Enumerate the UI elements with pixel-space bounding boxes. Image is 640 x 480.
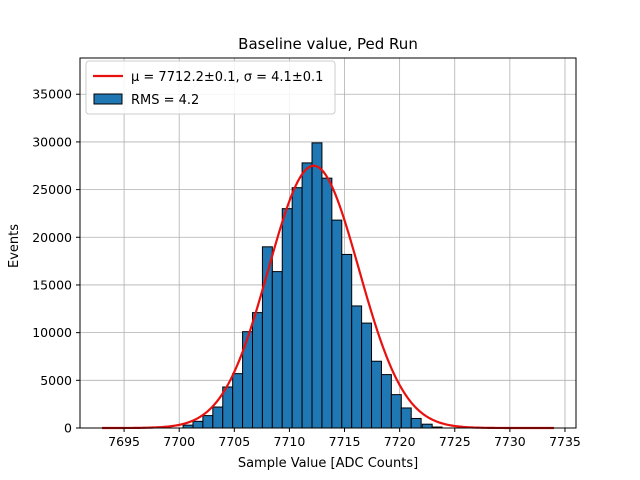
legend-box — [85, 60, 336, 115]
y-tick-label: 10000 — [32, 325, 72, 340]
histogram-bar — [301, 162, 313, 429]
histogram-bar — [222, 386, 234, 429]
histogram-bar — [281, 208, 293, 429]
x-axis-ticks: 7695 7700 7705 7710 7715 7720 7725 7730 7735 — [108, 428, 581, 449]
x-tick-label: 7730 — [494, 434, 526, 449]
y-tick-label: 0 — [64, 421, 72, 436]
histogram-bar — [390, 394, 402, 429]
x-tick-label: 7695 — [108, 434, 140, 449]
histogram-bar — [331, 219, 343, 429]
x-tick-label: 7735 — [549, 434, 581, 449]
y-tick-label: 25000 — [32, 182, 72, 197]
y-tick-label: 30000 — [32, 134, 72, 149]
histogram-bar — [291, 187, 303, 429]
y-tick-label: 35000 — [32, 87, 72, 102]
x-tick-label: 7720 — [384, 434, 416, 449]
chart-title: Baseline value, Ped Run — [238, 35, 418, 53]
histogram-bar — [212, 406, 224, 429]
histogram-bars — [182, 142, 443, 429]
x-axis-label: Sample Value [ADC Counts] — [238, 456, 418, 471]
histogram-bar — [311, 142, 323, 429]
y-axis-label: Events — [7, 224, 22, 268]
y-tick-label: 15000 — [32, 277, 72, 292]
y-tick-label: 5000 — [40, 373, 72, 388]
legend-histogram-swatch — [93, 93, 123, 105]
x-tick-label: 7705 — [218, 434, 250, 449]
histogram-bar — [421, 423, 433, 429]
histogram-bar — [410, 417, 422, 429]
legend-histogram-label: RMS = 4.2 — [131, 93, 199, 108]
histogram-bar — [251, 312, 263, 429]
y-axis-ticks: 0 5000 10000 15000 20000 25000 30000 35000 — [32, 87, 80, 436]
legend: μ = 7712.2±0.1, σ = 4.1±0.1 RMS = 4.2 — [85, 60, 336, 115]
histogram-bar — [271, 271, 283, 429]
x-tick-label: 7700 — [163, 434, 195, 449]
x-tick-label: 7725 — [439, 434, 471, 449]
histogram-bar — [400, 407, 412, 429]
histogram-bar — [202, 415, 214, 429]
histogram-bar — [351, 305, 363, 429]
legend-fit-label: μ = 7712.2±0.1, σ = 4.1±0.1 — [131, 70, 323, 85]
histogram-bar — [232, 373, 244, 429]
y-tick-label: 20000 — [32, 230, 72, 245]
histogram-bar — [192, 420, 204, 429]
histogram-bar — [321, 177, 333, 429]
histogram-bar — [341, 253, 353, 429]
x-tick-label: 7715 — [329, 434, 361, 449]
histogram-bar — [380, 374, 392, 429]
histogram-bar — [371, 360, 382, 429]
x-tick-label: 7710 — [274, 434, 306, 449]
histogram-bar — [361, 322, 373, 429]
plot-frame — [79, 57, 577, 429]
